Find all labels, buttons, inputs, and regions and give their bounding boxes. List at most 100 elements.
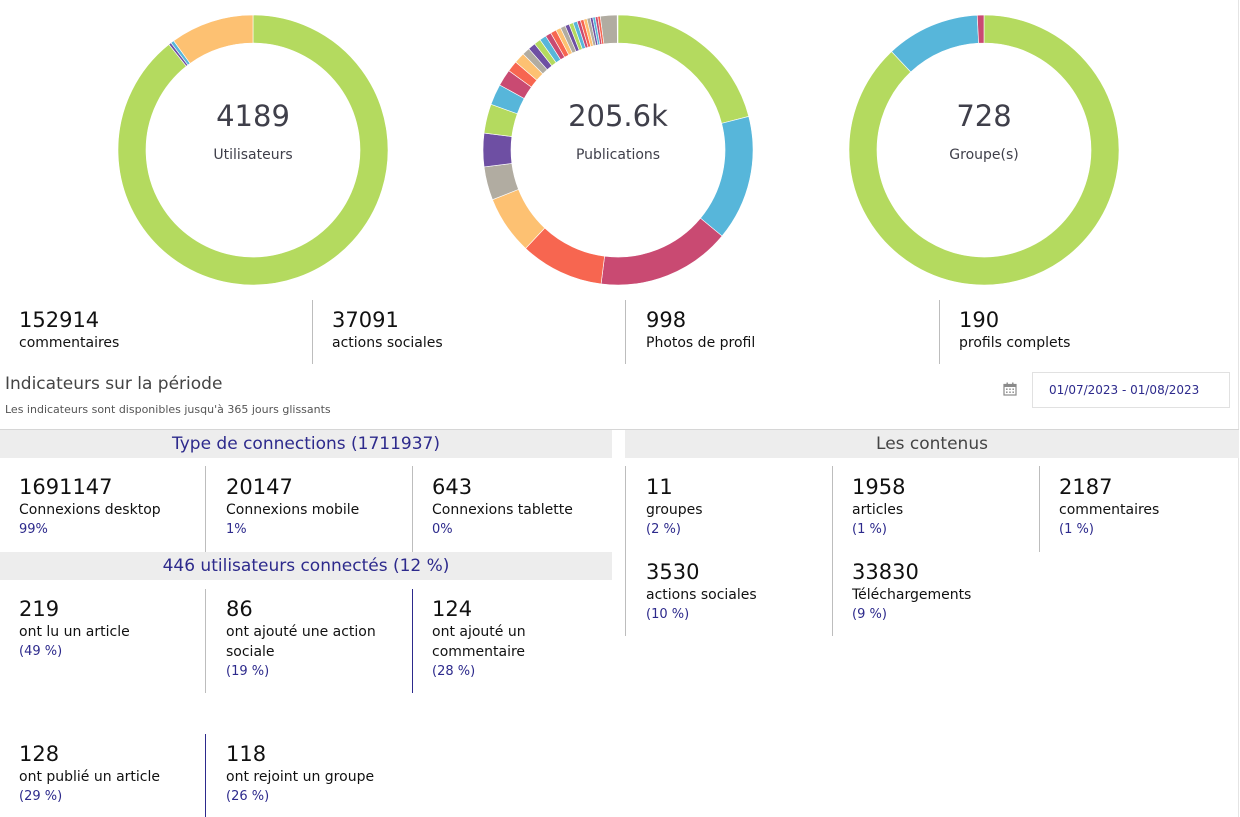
summary-divider	[312, 300, 313, 364]
users-donut-chart: 4189 Utilisateurs	[118, 15, 388, 285]
summary-value: 37091	[332, 308, 399, 332]
summary-complete-profiles: 190 profils complets	[959, 307, 1070, 353]
stat-label: Connexions desktop	[19, 502, 161, 518]
groups-donut-chart: 728 Groupe(s)	[849, 15, 1119, 285]
contents-divider	[832, 552, 833, 636]
stat-percent: (49 %)	[19, 644, 63, 659]
contents-section-title: Les contenus	[625, 430, 1239, 458]
stat-label: Téléchargements	[852, 587, 972, 603]
stat-label: ont rejoint un groupe	[226, 769, 375, 785]
stat-label: actions sociales	[646, 587, 757, 603]
donut-segment[interactable]	[118, 15, 388, 285]
stat-label: Connexions mobile	[226, 502, 360, 518]
contents-groups: 11 groupes (2 %)	[646, 474, 703, 540]
stat-label: ont publié un article	[19, 769, 160, 785]
stat-value: 20147	[226, 475, 293, 499]
users-published-article: 128 ont publié un article (29 %)	[19, 741, 194, 807]
publications-donut-chart: 205.6k Publications	[483, 15, 753, 285]
connections-divider	[412, 466, 413, 552]
stat-percent: (2 %)	[646, 522, 681, 537]
date-range-input[interactable]: 01/07/2023 - 01/08/2023	[1032, 372, 1230, 408]
contents-divider	[625, 552, 626, 636]
summary-comments: 152914 commentaires	[19, 307, 119, 353]
contents-divider	[832, 466, 833, 552]
section-top-rule	[0, 429, 1239, 430]
users-total-label: Utilisateurs	[213, 147, 293, 163]
summary-divider	[625, 300, 626, 364]
connections-divider	[205, 466, 206, 552]
stat-percent: (26 %)	[226, 789, 270, 804]
summary-social-actions: 37091 actions sociales	[332, 307, 443, 353]
stat-value: 2187	[1059, 475, 1113, 499]
stat-value: 643	[432, 475, 473, 499]
stat-label: articles	[852, 502, 904, 518]
stat-label: commentaires	[1059, 502, 1160, 518]
summary-label: commentaires	[19, 335, 120, 351]
connections-section-title: Type de connections (1711937)	[0, 430, 612, 458]
stat-value: 219	[19, 597, 60, 621]
page-right-border	[1238, 0, 1239, 817]
contents-divider	[625, 466, 626, 552]
connections-mobile: 20147 Connexions mobile 1%	[226, 474, 359, 540]
stat-label: ont ajouté une action sociale	[226, 624, 376, 660]
donut-segment[interactable]	[173, 15, 254, 64]
stat-label: Connexions tablette	[432, 502, 573, 518]
stat-percent: (1 %)	[852, 522, 887, 537]
connected-users-section-title: 446 utilisateurs connectés (12 %)	[0, 552, 612, 580]
stat-percent: (28 %)	[432, 664, 476, 679]
stat-percent: (9 %)	[852, 607, 887, 622]
stat-percent: (1 %)	[1059, 522, 1094, 537]
period-title: Indicateurs sur la période	[5, 374, 223, 394]
connections-tablet: 643 Connexions tablette 0%	[432, 474, 573, 540]
donut-segment[interactable]	[849, 15, 1119, 285]
users-divider	[205, 734, 206, 817]
stat-value: 118	[226, 742, 267, 766]
users-added-comment: 124 ont ajouté un commentaire (28 %)	[432, 596, 562, 682]
stat-percent: 99%	[19, 522, 48, 537]
groups-total-value: 728	[956, 99, 1012, 133]
summary-divider	[939, 300, 940, 364]
stat-value: 3530	[646, 560, 700, 584]
summary-value: 152914	[19, 308, 100, 332]
users-added-social-action: 86 ont ajouté une action sociale (19 %)	[226, 596, 396, 682]
users-divider	[205, 589, 206, 693]
users-donut-svg	[118, 15, 388, 285]
stat-value: 1691147	[19, 475, 113, 499]
summary-label: profils complets	[959, 335, 1071, 351]
contents-comments: 2187 commentaires (1 %)	[1059, 474, 1159, 540]
users-total-value: 4189	[216, 99, 290, 133]
stat-label: ont lu un article	[19, 624, 130, 640]
stat-percent: (10 %)	[646, 607, 690, 622]
stat-label: ont ajouté un commentaire	[432, 624, 526, 660]
stat-value: 1958	[852, 475, 906, 499]
connections-desktop: 1691147 Connexions desktop 99%	[19, 474, 161, 540]
calendar-icon[interactable]	[1003, 382, 1017, 396]
contents-divider	[1039, 466, 1040, 552]
stat-value: 124	[432, 597, 473, 621]
publications-total-label: Publications	[575, 147, 661, 163]
stat-percent: (29 %)	[19, 789, 63, 804]
period-subtitle: Les indicateurs sont disponibles jusqu'à…	[5, 403, 331, 416]
contents-social-actions: 3530 actions sociales (10 %)	[646, 559, 757, 625]
publications-donut-svg	[483, 15, 753, 285]
contents-downloads: 33830 Téléchargements (9 %)	[852, 559, 971, 625]
summary-label: Photos de profil	[646, 335, 756, 351]
contents-articles: 1958 articles (1 %)	[852, 474, 905, 540]
summary-value: 190	[959, 308, 1000, 332]
stat-percent: (19 %)	[226, 664, 270, 679]
summary-profile-photos: 998 Photos de profil	[646, 307, 755, 353]
stat-label: groupes	[646, 502, 703, 518]
publications-total-value: 205.6k	[568, 99, 668, 133]
donut-segment[interactable]	[599, 15, 618, 45]
stat-value: 11	[646, 475, 673, 499]
users-joined-group: 118 ont rejoint un groupe (26 %)	[226, 741, 396, 807]
groups-total-label: Groupe(s)	[949, 147, 1019, 163]
stat-percent: 1%	[226, 522, 247, 537]
groups-donut-svg	[849, 15, 1119, 285]
users-divider	[412, 589, 413, 693]
summary-label: actions sociales	[332, 335, 443, 351]
stat-value: 128	[19, 742, 60, 766]
donut-segment[interactable]	[976, 15, 985, 44]
stat-value: 86	[226, 597, 253, 621]
stat-value: 33830	[852, 560, 919, 584]
